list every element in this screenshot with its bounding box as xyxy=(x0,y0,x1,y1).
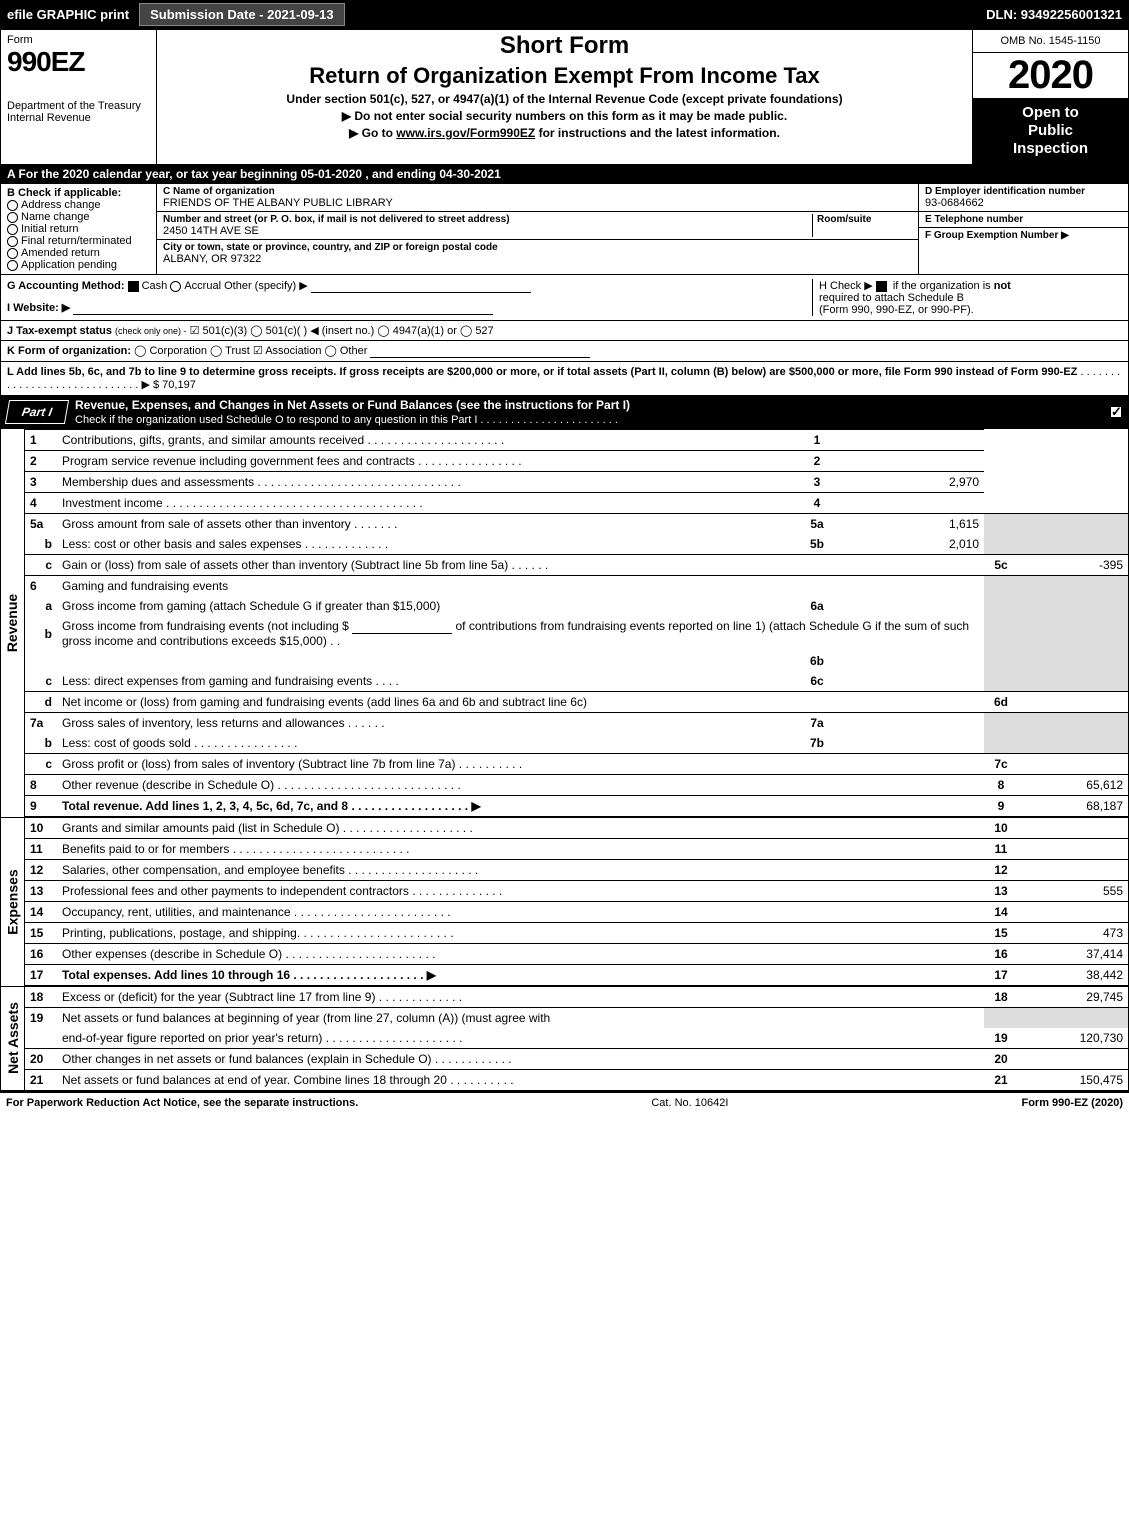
h-not: not xyxy=(994,280,1011,292)
c-name-value: FRIENDS OF THE ALBANY PUBLIC LIBRARY xyxy=(163,197,912,209)
return-title: Return of Organization Exempt From Incom… xyxy=(161,63,968,89)
submission-button[interactable]: Submission Date - 2021-09-13 xyxy=(139,3,345,26)
l-text: L Add lines 5b, 6c, and 7b to line 9 to … xyxy=(7,366,1077,378)
h-check[interactable] xyxy=(876,281,887,292)
part1-check[interactable] xyxy=(1110,406,1122,418)
b-opt-3[interactable]: Final return/terminated xyxy=(7,235,150,247)
footer: For Paperwork Reduction Act Notice, see … xyxy=(0,1093,1129,1113)
h-text3: required to attach Schedule B xyxy=(819,292,1122,304)
a-tax-year-line: A For the 2020 calendar year, or tax yea… xyxy=(1,165,1128,184)
c-street-value: 2450 14TH AVE SE xyxy=(163,225,812,237)
c-column: C Name of organization FRIENDS OF THE AL… xyxy=(157,184,918,274)
form-number: 990EZ xyxy=(7,46,150,78)
expenses-section: Expenses 10Grants and similar amounts pa… xyxy=(1,818,1128,987)
dept-line-2: Internal Revenue xyxy=(7,112,150,124)
ssn-warning: ▶ Do not enter social security numbers o… xyxy=(161,109,968,123)
j-row: J Tax-exempt status (check only one) - ☑… xyxy=(1,321,1128,341)
g-other-line[interactable] xyxy=(311,279,531,293)
c-city-row: City or town, state or province, country… xyxy=(157,240,918,267)
d-value: 93-0684662 xyxy=(925,197,1122,209)
k-row: K Form of organization: ◯ Corporation ◯ … xyxy=(1,341,1128,362)
b-opt-5[interactable]: Application pending xyxy=(7,259,150,271)
goto-post: for instructions and the latest informat… xyxy=(535,126,780,140)
open-1: Open to xyxy=(975,104,1126,122)
omb-number: OMB No. 1545-1150 xyxy=(973,30,1128,53)
d-label: D Employer identification number xyxy=(925,186,1122,197)
part1-bar: Part I Revenue, Expenses, and Changes in… xyxy=(1,396,1128,429)
b-head: B Check if applicable: xyxy=(7,187,150,199)
efile-label: efile GRAPHIC print xyxy=(7,7,129,22)
h-box: H Check ▶ if the organization is not req… xyxy=(812,279,1122,316)
h-text1: H Check ▶ xyxy=(819,280,873,292)
def-column: D Employer identification number 93-0684… xyxy=(918,184,1128,274)
net-table: 18Excess or (deficit) for the year (Subt… xyxy=(25,987,1128,1090)
form-word: Form xyxy=(7,34,150,46)
h-text2: if the organization is xyxy=(893,280,994,292)
under-section: Under section 501(c), 527, or 4947(a)(1)… xyxy=(161,92,968,106)
foot-right: Form 990-EZ (2020) xyxy=(1021,1097,1123,1109)
short-form-title: Short Form xyxy=(161,32,968,60)
k-other-line[interactable] xyxy=(370,344,590,358)
goto-line: ▶ Go to www.irs.gov/Form990EZ for instru… xyxy=(161,126,968,140)
room-suite: Room/suite xyxy=(812,214,912,237)
form-outer: Form 990EZ Department of the Treasury In… xyxy=(0,29,1129,1093)
part1-tag: Part I xyxy=(5,400,69,424)
revenue-table: 1Contributions, gifts, grants, and simil… xyxy=(25,429,1128,817)
foot-mid: Cat. No. 10642I xyxy=(651,1097,728,1109)
bc-row: B Check if applicable: Address change Na… xyxy=(1,184,1128,275)
b-opt-4[interactable]: Amended return xyxy=(7,247,150,259)
foot-left: For Paperwork Reduction Act Notice, see … xyxy=(6,1097,358,1109)
e-cell: E Telephone number xyxy=(919,212,1128,228)
c-street-row: Number and street (or P. O. box, if mail… xyxy=(157,212,918,240)
dln-label: DLN: 93492256001321 xyxy=(986,7,1122,22)
open-3: Inspection xyxy=(975,140,1126,158)
c-city-label: City or town, state or province, country… xyxy=(163,242,912,253)
net-assets-section: Net Assets 18Excess or (deficit) for the… xyxy=(1,987,1128,1092)
g-left: G Accounting Method: Cash Accrual Other … xyxy=(7,279,806,316)
net-side-label: Net Assets xyxy=(1,987,25,1090)
tax-year: 2020 xyxy=(973,53,1128,98)
l-row: L Add lines 5b, 6c, and 7b to line 9 to … xyxy=(1,362,1128,396)
f-label: F Group Exemption Number ▶ xyxy=(925,230,1122,241)
top-bar: efile GRAPHIC print Submission Date - 20… xyxy=(0,0,1129,29)
expenses-table: 10Grants and similar amounts paid (list … xyxy=(25,818,1128,986)
i-label: I Website: ▶ xyxy=(7,302,70,314)
d-cell: D Employer identification number 93-0684… xyxy=(919,184,1128,212)
f-cell: F Group Exemption Number ▶ xyxy=(919,228,1128,243)
revenue-section: Revenue 1Contributions, gifts, grants, a… xyxy=(1,429,1128,818)
c-name-label: C Name of organization xyxy=(163,186,912,197)
open-inspection-box: Open to Public Inspection xyxy=(973,98,1128,164)
k-label: K Form of organization: xyxy=(7,345,131,357)
part1-title: Revenue, Expenses, and Changes in Net As… xyxy=(75,398,1110,426)
expenses-side-label: Expenses xyxy=(1,818,25,986)
b-opt-1[interactable]: Name change xyxy=(7,211,150,223)
j-sub: (check only one) - xyxy=(115,326,187,336)
header-mid: Short Form Return of Organization Exempt… xyxy=(157,30,972,164)
header-left: Form 990EZ Department of the Treasury In… xyxy=(1,30,157,164)
g-accrual-check[interactable] xyxy=(170,281,181,292)
i-website-line[interactable] xyxy=(73,301,493,315)
b-opt-2[interactable]: Initial return xyxy=(7,223,150,235)
c-street-label: Number and street (or P. O. box, if mail… xyxy=(163,214,812,225)
header-right: OMB No. 1545-1150 2020 Open to Public In… xyxy=(972,30,1128,164)
g-cash-check[interactable] xyxy=(128,281,139,292)
k-opts: ◯ Corporation ◯ Trust ☑ Association ◯ Ot… xyxy=(134,345,367,357)
l-val: $ 70,197 xyxy=(153,379,196,391)
g-label: G Accounting Method: xyxy=(7,280,125,292)
form-header: Form 990EZ Department of the Treasury In… xyxy=(1,30,1128,165)
revenue-side-label: Revenue xyxy=(1,429,25,817)
dept-line-1: Department of the Treasury xyxy=(7,100,150,112)
j-opts: ☑ 501(c)(3) ◯ 501(c)( ) ◀ (insert no.) ◯… xyxy=(190,325,494,337)
b-opt-0[interactable]: Address change xyxy=(7,199,150,211)
h-text4: (Form 990, 990-EZ, or 990-PF). xyxy=(819,304,1122,316)
b-column: B Check if applicable: Address change Na… xyxy=(1,184,157,274)
c-name-row: C Name of organization FRIENDS OF THE AL… xyxy=(157,184,918,212)
goto-link[interactable]: www.irs.gov/Form990EZ xyxy=(396,126,535,140)
j-label: J Tax-exempt status xyxy=(7,325,112,337)
g-h-row: G Accounting Method: Cash Accrual Other … xyxy=(1,275,1128,321)
c-city-value: ALBANY, OR 97322 xyxy=(163,253,912,265)
goto-pre: ▶ Go to xyxy=(349,126,396,140)
e-label: E Telephone number xyxy=(925,214,1122,225)
open-2: Public xyxy=(975,122,1126,140)
